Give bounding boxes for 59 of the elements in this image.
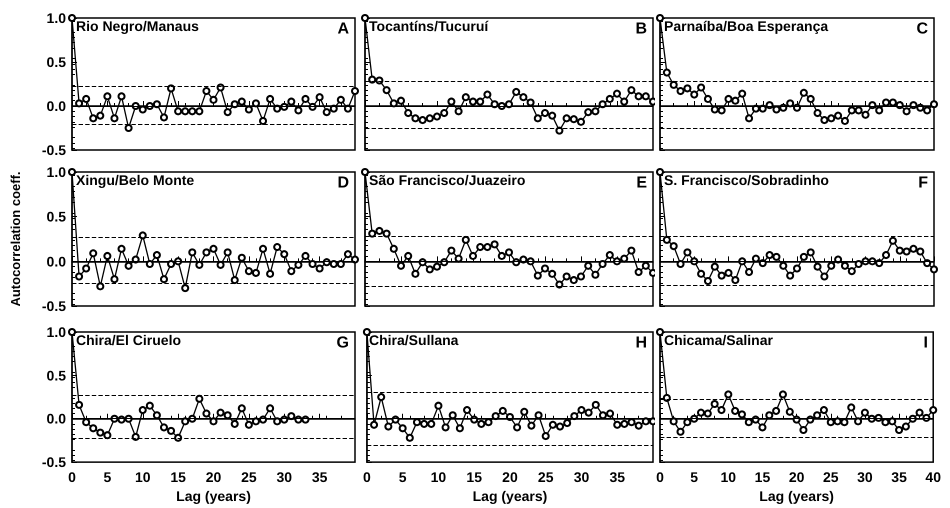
x-tick-label: 35 bbox=[312, 469, 328, 486]
y-tick-label: 1.0 bbox=[46, 10, 66, 26]
x-tick-label: 25 bbox=[241, 469, 257, 486]
x-tick-label: 25 bbox=[822, 469, 839, 486]
chart-title: São Francisco/Juazeiro bbox=[369, 172, 526, 188]
y-tick-label: 0.5 bbox=[46, 367, 66, 384]
annotation: D bbox=[337, 174, 350, 192]
y-tick-label: -0.5 bbox=[42, 298, 66, 314]
y-tick-label: 1.0 bbox=[46, 164, 66, 180]
y-tick-label: 1.0 bbox=[46, 324, 66, 340]
annotation: H bbox=[635, 334, 648, 352]
annotation: B bbox=[635, 20, 648, 38]
x-tick-label: 30 bbox=[857, 469, 873, 486]
x-tick-label: 10 bbox=[134, 469, 151, 486]
x-tick-label: 20 bbox=[502, 469, 518, 486]
x-tick-label: 0 bbox=[68, 469, 76, 486]
x-tick-label: 5 bbox=[690, 469, 698, 486]
x-tick-label: 30 bbox=[574, 469, 590, 486]
x-axis-title: Lag (years) bbox=[176, 488, 251, 504]
y-tick-label: 0.5 bbox=[46, 54, 66, 70]
x-tick-label: 10 bbox=[720, 469, 736, 486]
chart-title: S. Francisco/Sobradinho bbox=[664, 172, 829, 188]
chart-title: Chicama/Salinar bbox=[664, 332, 774, 348]
x-tick-label: 35 bbox=[891, 469, 908, 486]
x-tick-label: 20 bbox=[206, 469, 222, 486]
x-tick-label: 5 bbox=[103, 469, 112, 486]
x-tick-label: 30 bbox=[276, 469, 292, 486]
x-tick-label: 20 bbox=[788, 469, 805, 486]
x-tick-label: 5 bbox=[398, 469, 407, 486]
x-tick-label: 40 bbox=[925, 469, 942, 486]
y-tick-label: 0.5 bbox=[46, 208, 66, 225]
chart-title: Parnaíba/Boa Esperança bbox=[664, 18, 828, 34]
annotation: I bbox=[924, 334, 928, 352]
x-axis-title: Lag (years) bbox=[759, 488, 834, 504]
x-tick-label: 10 bbox=[430, 469, 446, 486]
y-tick-label: -0.5 bbox=[42, 142, 66, 158]
annotation: F bbox=[918, 174, 928, 192]
y-tick-label: 0.0 bbox=[46, 253, 66, 270]
annotation: G bbox=[336, 334, 350, 352]
annotation: A bbox=[337, 20, 350, 38]
annotation: E bbox=[636, 174, 648, 192]
y-tick-label: 0.0 bbox=[46, 98, 66, 114]
y-tick-label: -0.5 bbox=[42, 454, 66, 470]
x-tick-label: 0 bbox=[362, 469, 371, 486]
chart-title: Xingu/Belo Monte bbox=[76, 172, 194, 188]
x-tick-label: 0 bbox=[656, 469, 664, 486]
y-tick-label: 0.0 bbox=[46, 410, 66, 427]
chart-title: Chira/El Ciruelo bbox=[76, 332, 182, 348]
chart-title: Tocantíns/Tucuruí bbox=[369, 18, 490, 34]
y-axis-title: Autocorrelation coeff. bbox=[8, 171, 23, 307]
chart-title: Chira/Sullana bbox=[369, 332, 459, 348]
x-axis-title: Lag (years) bbox=[472, 488, 548, 504]
x-tick-label: 15 bbox=[754, 469, 770, 486]
chart-title: Rio Negro/Manaus bbox=[76, 18, 200, 34]
annotation: C bbox=[916, 20, 928, 38]
x-tick-label: 25 bbox=[538, 469, 554, 486]
x-tick-label: 35 bbox=[609, 469, 626, 486]
x-tick-label: 15 bbox=[466, 469, 482, 486]
x-tick-label: 15 bbox=[170, 469, 186, 486]
